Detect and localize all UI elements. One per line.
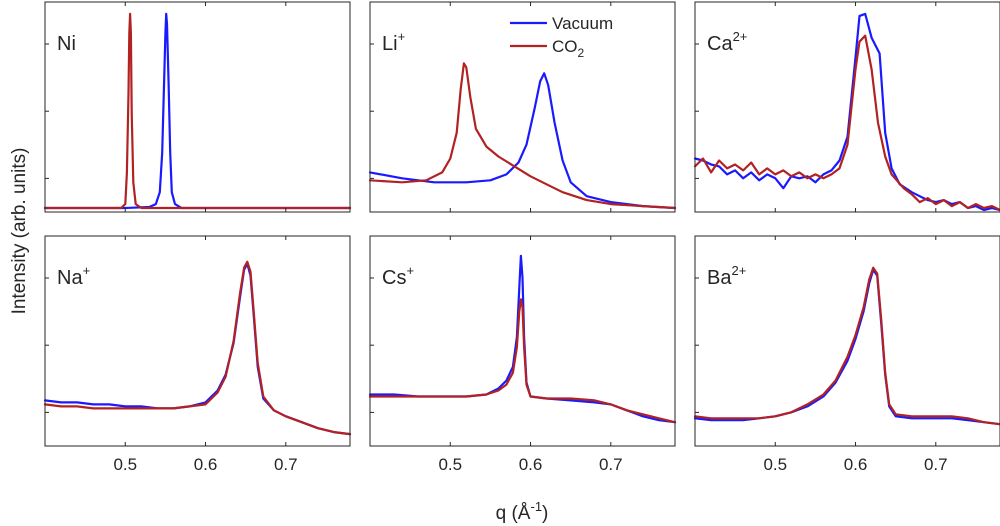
x-axis-title-tail: ): [542, 503, 548, 524]
legend-label-vacuum: Vacuum: [552, 14, 613, 33]
series-line-vacuum-li: [368, 72, 677, 210]
panel-ni: Ni: [43, 1, 352, 213]
panel-label-charge: +: [406, 263, 414, 278]
x-tick-label: 0.6: [194, 455, 218, 474]
panel-label-charge: 2+: [733, 29, 748, 44]
x-tick-label: 0.7: [924, 455, 948, 474]
panel-ca: Ca2+: [693, 1, 1000, 213]
panel-frame-cs: [369, 235, 676, 447]
series-line-co2-cs: [368, 298, 677, 424]
panels-group: Ni Li+ Ca2+0.5 0.6 0.7Na+0.5 0.6 0.7Cs+0.5 0.6 0…: [43, 1, 1000, 474]
legend-label-co2: CO2: [552, 37, 585, 60]
panel-label-charge: +: [398, 29, 406, 44]
legend: Vacuum CO2: [510, 14, 613, 60]
panel-label-charge: 2+: [731, 263, 746, 278]
panel-cs: 0.5 0.6 0.7 Cs+: [368, 235, 677, 474]
panel-frame-ba: [694, 235, 1000, 447]
series-line-co2-ba: [693, 266, 1000, 426]
x-tick-label: 0.5: [438, 455, 462, 474]
x-tick-label: 0.7: [274, 455, 298, 474]
series-line-vacuum-ni: [43, 12, 352, 210]
x-tick-label: 0.5: [113, 455, 137, 474]
x-axis-title-main: q (Å: [496, 503, 531, 524]
panel-li: Li+: [368, 1, 677, 213]
series-line-co2-na: [43, 260, 352, 436]
series-line-co2-li: [368, 62, 677, 210]
panel-label-text: Ba: [707, 267, 732, 289]
x-axis-title-exponent: -1: [530, 499, 542, 514]
panel-label-na: Na+: [57, 263, 90, 289]
x-tick-label: 0.5: [763, 455, 787, 474]
panel-frame-ni: [44, 1, 351, 213]
panel-frame-li: [369, 1, 676, 213]
series-line-vacuum-ba: [693, 268, 1000, 426]
y-axis-title: Intensity (arb. units): [9, 148, 30, 315]
x-tick-label: 0.6: [519, 455, 543, 474]
panel-label-ni: Ni: [57, 33, 76, 55]
panel-label-text: Na: [57, 267, 83, 289]
panel-label-text: Ni: [57, 33, 76, 55]
panel-label-text: Li: [382, 33, 398, 55]
panel-label-ca: Ca2+: [707, 29, 747, 55]
panel-label-cs: Cs+: [382, 263, 414, 289]
panel-label-charge: +: [83, 263, 91, 278]
x-axis-title: q (Å-1): [496, 499, 549, 524]
panel-label-text: Ca: [707, 33, 733, 55]
panel-label-li: Li+: [382, 29, 405, 55]
x-tick-label: 0.7: [599, 455, 623, 474]
panel-na: 0.5 0.6 0.7 Na+: [43, 235, 352, 474]
panel-label-text: Cs: [382, 267, 406, 289]
x-tick-label: 0.6: [844, 455, 868, 474]
series-line-co2-ca: [693, 34, 1000, 212]
panel-frame-na: [44, 235, 351, 447]
panel-label-ba: Ba2+: [707, 263, 746, 289]
panel-ba: 0.5 0.6 0.7 Ba2+: [693, 235, 1000, 474]
series-line-co2-ni: [43, 12, 352, 210]
panel-frame-ca: [694, 1, 1000, 213]
